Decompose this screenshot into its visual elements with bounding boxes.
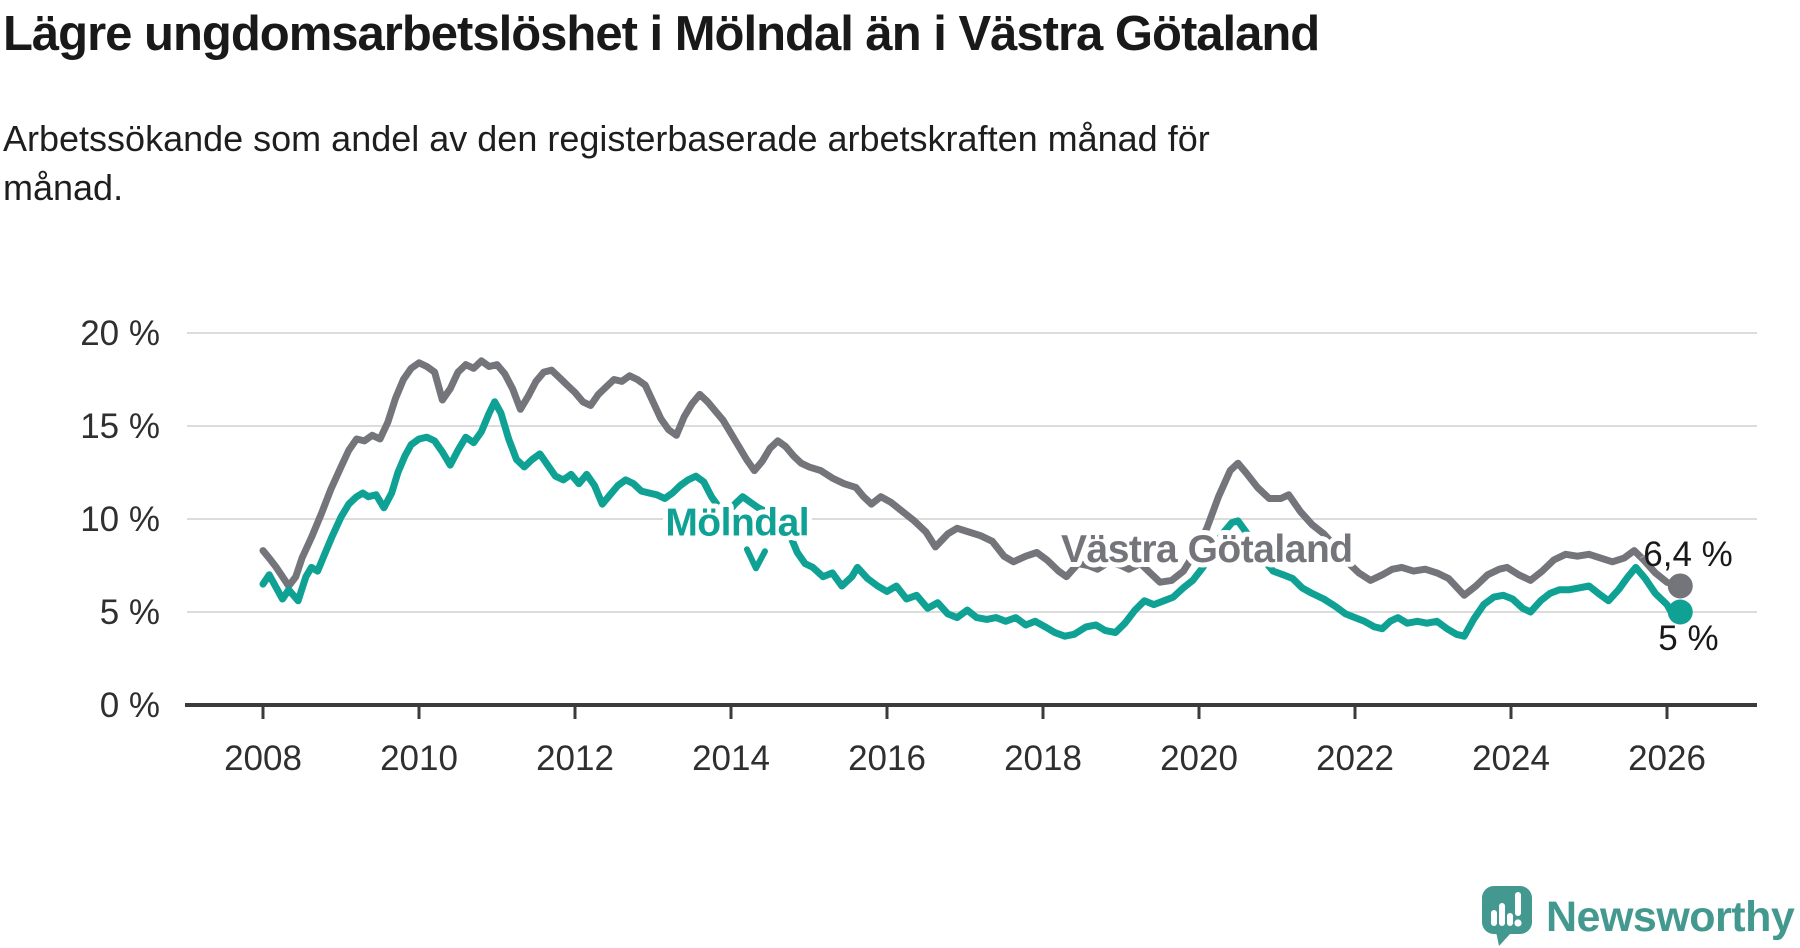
chart-subtitle-line1: Arbetssökande som andel av den registerb… bbox=[3, 118, 1210, 159]
newsworthy-logo-text: Newsworthy bbox=[1546, 893, 1795, 941]
x-tick-label-2022: 2022 bbox=[1316, 739, 1394, 778]
newsworthy-logo-icon bbox=[1482, 886, 1532, 946]
newsworthy-logo: Newsworthy bbox=[1482, 886, 1795, 948]
y-tick-label-15: 15 % bbox=[80, 407, 160, 446]
series-label-1: Västra Götaland bbox=[1061, 528, 1353, 571]
x-tick-label-2014: 2014 bbox=[692, 739, 770, 778]
chart-subtitle: Arbetssökande som andel av den registerb… bbox=[3, 114, 1210, 212]
series-line-vastra-gotaland bbox=[259, 357, 1684, 599]
x-tick-label-2026: 2026 bbox=[1628, 739, 1706, 778]
chart-subtitle-line2: månad. bbox=[3, 167, 124, 208]
x-tick-label-2012: 2012 bbox=[536, 739, 614, 778]
x-tick-label-2016: 2016 bbox=[848, 739, 926, 778]
end-label-leader-line bbox=[1639, 549, 1657, 559]
end-label-vastra-gotaland: 6,4 % bbox=[1643, 535, 1733, 574]
x-tick-label-2010: 2010 bbox=[380, 739, 458, 778]
series-label-arrow-0 bbox=[743, 546, 768, 572]
x-tick-label-2024: 2024 bbox=[1472, 739, 1550, 778]
y-tick-label-0: 0 % bbox=[100, 686, 160, 725]
y-tick-label-10: 10 % bbox=[80, 500, 160, 539]
x-tick-label-2020: 2020 bbox=[1160, 739, 1238, 778]
series-label-0: Mölndal bbox=[665, 502, 809, 545]
y-tick-label-20: 20 % bbox=[80, 314, 160, 353]
x-tick-label-2008: 2008 bbox=[224, 739, 302, 778]
y-tick-label-5: 5 % bbox=[100, 593, 160, 632]
x-tick-label-2018: 2018 bbox=[1004, 739, 1082, 778]
chart-title: Lägre ungdomsarbetslöshet i Mölndal än i… bbox=[3, 7, 1320, 61]
end-label-molndal: 5 % bbox=[1658, 619, 1718, 658]
end-dot-vastra-gotaland bbox=[1667, 573, 1693, 599]
series-line-molndal bbox=[259, 398, 1684, 640]
end-dot-molndal bbox=[1667, 599, 1693, 625]
